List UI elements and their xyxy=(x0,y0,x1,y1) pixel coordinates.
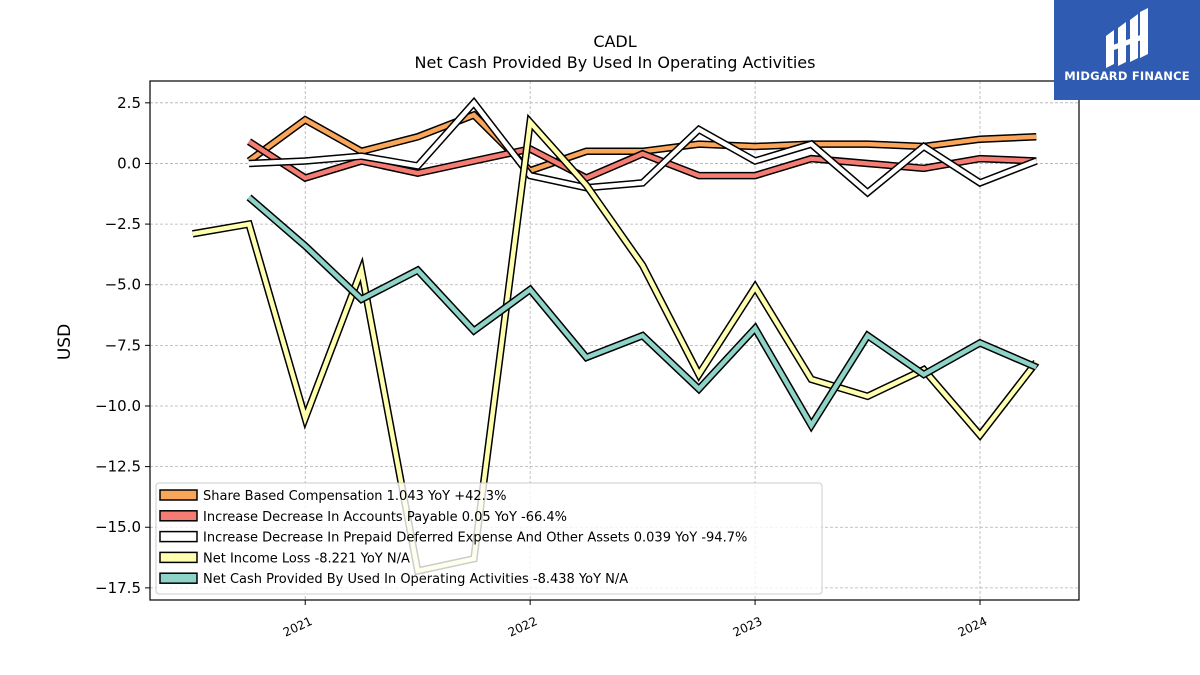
chart-subtitle: Net Cash Provided By Used In Operating A… xyxy=(415,53,816,72)
legend-label: Net Cash Provided By Used In Operating A… xyxy=(203,572,628,587)
series-line xyxy=(248,96,1038,198)
series-line-fill xyxy=(248,99,1038,196)
legend-swatch xyxy=(159,510,198,522)
logo-icon xyxy=(1106,8,1148,68)
x-tick-label: 2021 xyxy=(281,614,315,640)
brand-logo: MIDGARD FINANCE xyxy=(1054,0,1200,100)
legend-label: Net Income Loss -8.221 YoY N/A xyxy=(203,551,410,566)
series-line-fill xyxy=(247,195,1038,430)
series-line-fill xyxy=(192,117,1039,574)
legend-swatch xyxy=(159,551,198,564)
y-tick-label: −15.0 xyxy=(95,518,141,536)
series-line xyxy=(246,194,1038,433)
legend-label: Increase Decrease In Prepaid Deferred Ex… xyxy=(203,531,747,546)
plot-frame xyxy=(149,80,1080,601)
series-line xyxy=(192,113,1040,576)
legend-label: Increase Decrease In Accounts Payable 0.… xyxy=(203,510,567,525)
y-tick-label: 2.5 xyxy=(117,94,141,112)
legend-swatch xyxy=(159,530,198,543)
legend-swatch xyxy=(159,572,198,584)
y-axis-label: USD xyxy=(55,324,75,360)
y-tick-label: −10.0 xyxy=(95,397,141,415)
legend-label: Share Based Compensation 1.043 YoY +42.3… xyxy=(203,489,506,504)
y-tick-label: −12.5 xyxy=(95,458,141,476)
x-tick-label: 2022 xyxy=(506,614,540,640)
legend-swatch xyxy=(159,489,198,501)
y-tick-label: −5.0 xyxy=(105,276,141,294)
y-tick-label: 0.0 xyxy=(117,154,141,172)
y-tick-label: −17.5 xyxy=(95,579,141,597)
x-tick-label: 2024 xyxy=(956,614,990,640)
logo-text: MIDGARD FINANCE xyxy=(1064,69,1190,83)
chart-title: CADL xyxy=(593,32,636,51)
legend: Share Based Compensation 1.043 YoY +42.3… xyxy=(155,482,823,595)
y-tick-label: −7.5 xyxy=(105,336,141,354)
series-layer xyxy=(192,96,1040,576)
y-tick-label: −2.5 xyxy=(105,215,141,233)
x-tick-label: 2023 xyxy=(731,614,765,640)
legend-box xyxy=(155,482,823,595)
